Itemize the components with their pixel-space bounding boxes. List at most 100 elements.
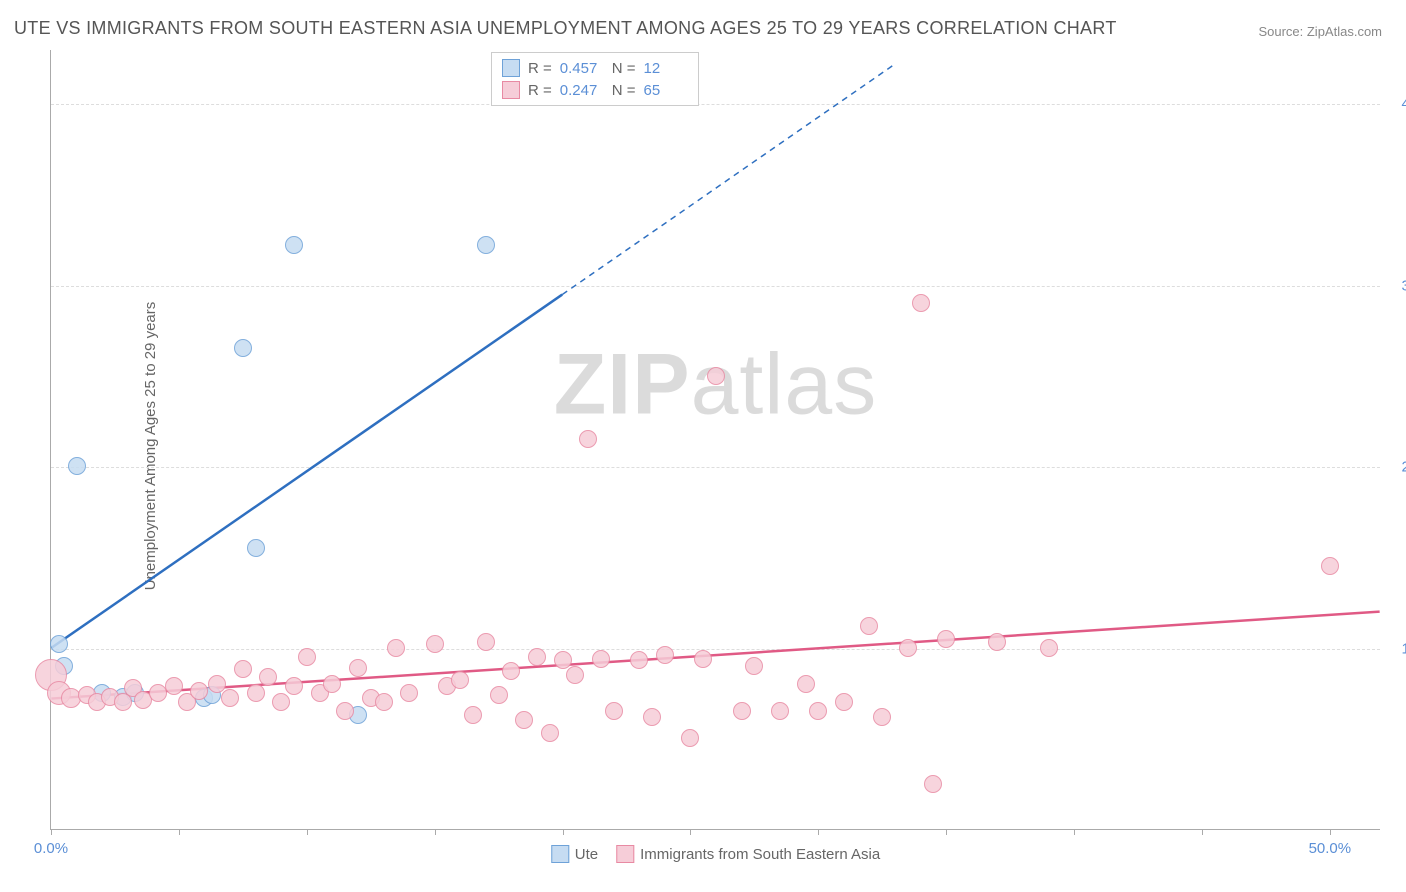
source-label: Source: ZipAtlas.com (1258, 24, 1382, 39)
data-point-immigrants (912, 294, 930, 312)
n-value: 12 (644, 60, 688, 77)
x-tick-label: 50.0% (1309, 840, 1352, 857)
x-tick (563, 829, 564, 835)
data-point-immigrants (681, 729, 699, 747)
data-point-immigrants (809, 702, 827, 720)
data-point-immigrants (464, 706, 482, 724)
trend-lines (51, 50, 1380, 829)
data-point-immigrants (285, 677, 303, 695)
data-point-immigrants (502, 662, 520, 680)
x-tick-label: 0.0% (34, 840, 68, 857)
data-point-immigrants (592, 650, 610, 668)
x-tick (946, 829, 947, 835)
r-value: 0.247 (560, 82, 604, 99)
data-point-immigrants (451, 671, 469, 689)
n-value: 65 (644, 82, 688, 99)
legend-item-immigrants: Immigrants from South Eastern Asia (616, 845, 880, 863)
x-tick (1330, 829, 1331, 835)
data-point-immigrants (797, 675, 815, 693)
x-tick (435, 829, 436, 835)
data-point-immigrants (259, 668, 277, 686)
y-tick-label: 40.0% (1401, 96, 1406, 113)
data-point-immigrants (541, 724, 559, 742)
legend-stats: R = 0.457 N = 12 R = 0.247 N = 65 (491, 52, 699, 106)
data-point-immigrants (694, 650, 712, 668)
x-tick (179, 829, 180, 835)
data-point-immigrants (323, 675, 341, 693)
gridline (51, 649, 1380, 650)
x-tick (307, 829, 308, 835)
data-point-immigrants (656, 646, 674, 664)
data-point-immigrants (298, 648, 316, 666)
x-tick (818, 829, 819, 835)
data-point-ute (234, 339, 252, 357)
data-point-immigrants (579, 430, 597, 448)
data-point-immigrants (336, 702, 354, 720)
data-point-immigrants (835, 693, 853, 711)
swatch-immigrants (502, 81, 520, 99)
data-point-immigrants (221, 689, 239, 707)
data-point-immigrants (554, 651, 572, 669)
n-label: N = (612, 60, 636, 77)
data-point-immigrants (707, 367, 725, 385)
watermark-atlas: atlas (691, 336, 878, 432)
y-tick-label: 20.0% (1401, 459, 1406, 476)
data-point-immigrants (528, 648, 546, 666)
data-point-immigrants (988, 633, 1006, 651)
legend-stat-row-immigrants: R = 0.247 N = 65 (502, 79, 688, 101)
gridline (51, 104, 1380, 105)
data-point-immigrants (247, 684, 265, 702)
data-point-immigrants (630, 651, 648, 669)
watermark: ZIPatlas (554, 335, 877, 434)
x-tick (1202, 829, 1203, 835)
swatch-ute (502, 59, 520, 77)
y-tick-label: 10.0% (1401, 640, 1406, 657)
data-point-immigrants (272, 693, 290, 711)
r-value: 0.457 (560, 60, 604, 77)
data-point-immigrants (937, 630, 955, 648)
gridline (51, 467, 1380, 468)
data-point-immigrants (400, 684, 418, 702)
data-point-immigrants (165, 677, 183, 695)
data-point-immigrants (515, 711, 533, 729)
legend-label: Ute (575, 846, 598, 863)
data-point-immigrants (375, 693, 393, 711)
data-point-immigrants (387, 639, 405, 657)
data-point-immigrants (1040, 639, 1058, 657)
swatch-ute (551, 845, 569, 863)
data-point-immigrants (605, 702, 623, 720)
data-point-immigrants (477, 633, 495, 651)
gridline (51, 286, 1380, 287)
data-point-immigrants (745, 657, 763, 675)
y-tick-label: 30.0% (1401, 277, 1406, 294)
data-point-immigrants (490, 686, 508, 704)
data-point-immigrants (190, 682, 208, 700)
data-point-ute (50, 635, 68, 653)
data-point-immigrants (924, 775, 942, 793)
legend-stat-row-ute: R = 0.457 N = 12 (502, 57, 688, 79)
data-point-immigrants (873, 708, 891, 726)
data-point-immigrants (860, 617, 878, 635)
legend-item-ute: Ute (551, 845, 598, 863)
r-label: R = (528, 60, 552, 77)
trend-line-ute (51, 295, 562, 648)
data-point-immigrants (426, 635, 444, 653)
x-tick (1074, 829, 1075, 835)
data-point-immigrants (733, 702, 751, 720)
watermark-zip: ZIP (554, 336, 691, 432)
data-point-immigrants (208, 675, 226, 693)
data-point-ute (285, 236, 303, 254)
x-tick (51, 829, 52, 835)
n-label: N = (612, 82, 636, 99)
legend-label: Immigrants from South Eastern Asia (640, 846, 880, 863)
legend-series: Ute Immigrants from South Eastern Asia (551, 845, 880, 863)
data-point-immigrants (349, 659, 367, 677)
data-point-immigrants (771, 702, 789, 720)
r-label: R = (528, 82, 552, 99)
data-point-ute (68, 457, 86, 475)
data-point-ute (477, 236, 495, 254)
data-point-immigrants (899, 639, 917, 657)
plot-area: ZIPatlas 10.0%20.0%30.0%40.0% R =0.457N … (50, 50, 1380, 830)
data-point-ute (247, 539, 265, 557)
chart-title: UTE VS IMMIGRANTS FROM SOUTH EASTERN ASI… (14, 18, 1117, 39)
